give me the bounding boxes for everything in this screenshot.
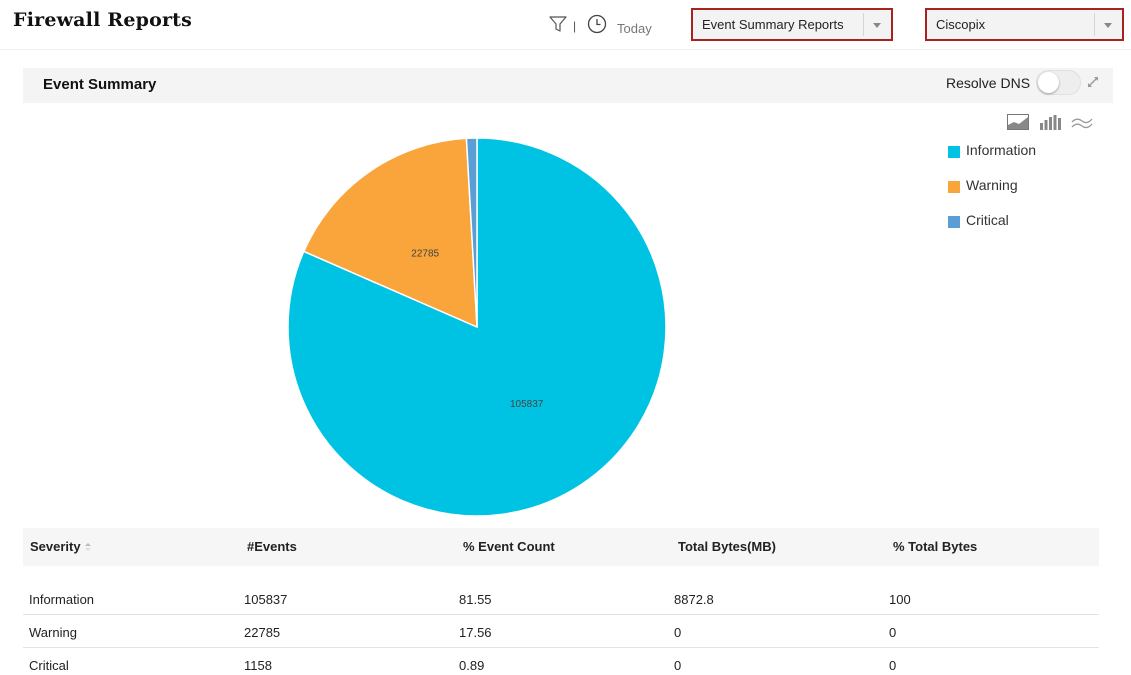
cell-event-count-pct: 81.55 <box>459 592 492 607</box>
legend-label: Critical <box>966 212 1009 228</box>
event-summary-pie-chart: 105837 22785 <box>287 137 667 517</box>
header: Firewall Reports | Today Event Summary R… <box>0 0 1131 50</box>
filter-icon[interactable] <box>549 15 567 33</box>
resolve-dns-toggle[interactable] <box>1036 70 1081 95</box>
column-header-events[interactable]: #Events <box>247 539 297 554</box>
event-summary-table: Severity #Events % Event Count Total Byt… <box>23 528 1099 673</box>
cell-events: 1158 <box>244 658 272 673</box>
sort-icon[interactable] <box>84 542 92 552</box>
panel-title: Event Summary <box>43 76 157 93</box>
cell-event-count-pct: 17.56 <box>459 625 492 640</box>
dropdown-divider <box>1094 13 1095 36</box>
cell-total-bytes-pct: 0 <box>889 625 897 640</box>
cell-severity: Information <box>29 592 95 607</box>
cell-events: 22785 <box>244 625 281 640</box>
cell-severity: Warning <box>29 625 77 640</box>
pie-slice-critical[interactable] <box>465 137 478 328</box>
cell-total-bytes: 8872.8 <box>674 592 714 607</box>
time-range-label[interactable]: Today <box>617 21 652 36</box>
pie-data-label: 22785 <box>411 249 439 260</box>
pie-slice-warning[interactable] <box>302 137 478 329</box>
expand-icon[interactable] <box>1087 76 1099 88</box>
cell-total-bytes-pct: 0 <box>889 658 897 673</box>
cell-total-bytes-pct: 100 <box>889 592 911 607</box>
cell-total-bytes: 0 <box>674 625 682 640</box>
legend-swatch <box>948 146 960 158</box>
line-chart-icon[interactable] <box>1071 114 1093 130</box>
device-dropdown-value: Ciscopix <box>936 17 986 32</box>
column-header-total-bytes-pct[interactable]: % Total Bytes <box>893 539 978 554</box>
table-row: Warning 22785 17.56 0 0 <box>23 615 1099 648</box>
panel-header: Event Summary Resolve DNS <box>23 68 1113 103</box>
page-title: Firewall Reports <box>13 9 193 31</box>
pie-data-label: 105837 <box>510 399 544 410</box>
column-header-severity[interactable]: Severity <box>30 539 92 554</box>
report-type-dropdown[interactable]: Event Summary Reports <box>691 8 893 41</box>
table-row: Critical 1158 0.89 0 0 <box>23 648 1099 675</box>
clock-icon[interactable] <box>587 14 607 34</box>
toggle-knob <box>1038 72 1059 93</box>
cell-events: 105837 <box>244 592 288 607</box>
legend-swatch <box>948 216 960 228</box>
chevron-down-icon <box>1104 23 1112 28</box>
table-header: Severity #Events % Event Count Total Byt… <box>23 528 1099 566</box>
legend-label: Warning <box>966 177 1018 193</box>
table-row: Information 105837 81.55 8872.8 100 <box>23 582 1099 615</box>
chevron-down-icon <box>873 23 881 28</box>
legend-label: Information <box>966 142 1037 158</box>
header-separator: | <box>573 19 577 33</box>
resolve-dns-label: Resolve DNS <box>946 75 1031 91</box>
column-header-event-count-pct[interactable]: % Event Count <box>463 539 555 554</box>
legend-swatch <box>948 181 960 193</box>
cell-event-count-pct: 0.89 <box>459 658 485 673</box>
bar-chart-icon[interactable] <box>1039 114 1061 130</box>
dropdown-divider <box>863 13 864 36</box>
cell-severity: Critical <box>29 658 69 673</box>
column-header-total-bytes[interactable]: Total Bytes(MB) <box>678 539 776 554</box>
area-chart-icon[interactable] <box>1007 114 1029 130</box>
device-dropdown[interactable]: Ciscopix <box>925 8 1124 41</box>
report-type-dropdown-value: Event Summary Reports <box>702 17 844 32</box>
cell-total-bytes: 0 <box>674 658 682 673</box>
column-header-label: Severity <box>30 539 81 554</box>
